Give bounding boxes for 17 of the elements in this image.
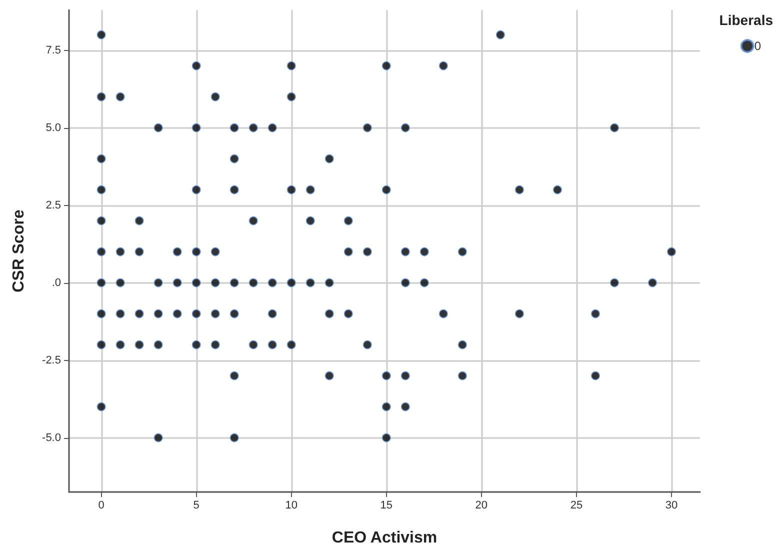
legend-label: 0 [754,39,762,53]
x-tick-label: 15 [380,500,393,512]
y-tick-label: -5.0 [42,432,61,444]
y-tick-label: 2.5 [46,199,61,212]
y-tick-label: -2.5 [42,354,61,366]
legend-title: Liberals [719,12,774,28]
x-tick-label: 10 [285,500,298,512]
y-tick-label: .0 [52,276,61,289]
x-tick-label: 5 [193,500,200,512]
x-tick-label: 25 [570,500,583,512]
x-axis-title: CEO Activism [332,530,438,546]
y-tick-label: 5.0 [46,122,61,134]
x-tick-label: 20 [475,500,488,512]
y-axis-title: CSR Score [10,210,28,292]
x-tick-label: 0 [98,500,104,512]
x-tick-label: 30 [665,500,678,512]
y-tick-label: 7.5 [46,44,61,56]
